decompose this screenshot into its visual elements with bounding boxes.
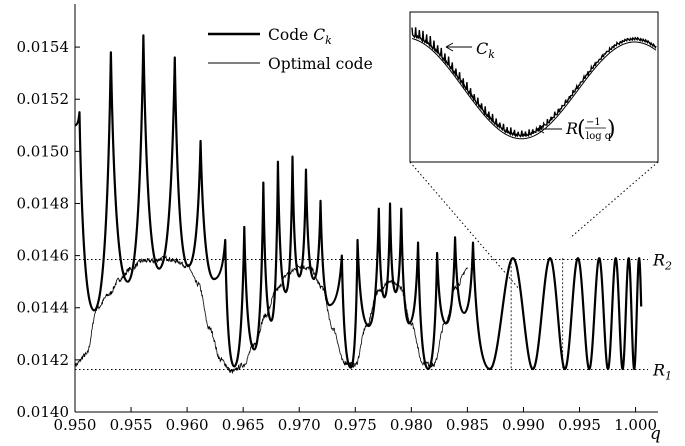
ref-line-label: R1 (652, 361, 672, 383)
inset-code-ck-curve (411, 27, 657, 138)
ref-line-label: R2 (652, 251, 672, 273)
series-layer (74, 34, 643, 374)
inset-label-r-numerator: −1 (586, 117, 601, 128)
reference-lines: R2 R1 (75, 251, 672, 383)
x-tick-label: 0.955 (110, 416, 153, 434)
x-tick-label: 0.985 (446, 416, 489, 434)
y-tick-label: 0.0140 (17, 403, 70, 421)
x-tick-label: 0.980 (390, 416, 433, 434)
svg-text:): ) (607, 117, 616, 142)
inset-connector-left (409, 161, 521, 291)
inset-label-r-denominator: log q (586, 131, 612, 142)
x-tick-label: 0.960 (166, 416, 209, 434)
inset-zoom: Ck R ( −1 log q ) (409, 11, 659, 291)
y-tick-label: 0.0154 (17, 38, 70, 56)
y-tick-label: 0.0144 (17, 299, 70, 317)
inset-label-r: R ( −1 log q ) (565, 117, 616, 142)
legend-label-optimal-code: Optimal code (268, 55, 373, 73)
x-tick-label: 0.975 (334, 416, 377, 434)
x-tick-label: 1.000 (614, 416, 657, 434)
x-axis-label: q (650, 424, 661, 444)
y-tick-label: 0.0148 (17, 194, 70, 212)
x-tick-label: 0.950 (54, 416, 97, 434)
svg-text:R: R (565, 119, 578, 138)
series-optimal-code (74, 255, 468, 374)
inset-arrow-ck (445, 42, 472, 52)
legend: Code Ck Optimal code (208, 26, 373, 73)
y-ticks: 0.0140 0.0142 0.0144 0.0146 0.0148 0.0150 0.01… (17, 38, 80, 421)
x-tick-label: 0.995 (558, 416, 601, 434)
y-tick-label: 0.0142 (17, 351, 70, 369)
inset-arrow-r (536, 124, 562, 134)
x-ticks: 0.950 0.955 0.960 0.965 0.970 0.975 0.980 0.985… (54, 407, 657, 434)
axes (74, 4, 658, 413)
series-code-ck (74, 34, 643, 371)
y-tick-label: 0.0150 (17, 142, 70, 160)
x-tick-label: 0.965 (222, 416, 265, 434)
inset-frame (409, 11, 659, 163)
legend-label-code-ck: Code Ck (268, 26, 332, 47)
y-tick-label: 0.0152 (17, 90, 70, 108)
y-tick-label: 0.0146 (17, 247, 70, 265)
inset-connector-right (569, 161, 659, 239)
svg-text:(: ( (577, 117, 586, 142)
x-tick-label: 0.990 (502, 416, 545, 434)
inset-optimal-curve (411, 38, 657, 140)
x-tick-label: 0.970 (278, 416, 321, 434)
inset-label-ck: Ck (476, 39, 495, 61)
